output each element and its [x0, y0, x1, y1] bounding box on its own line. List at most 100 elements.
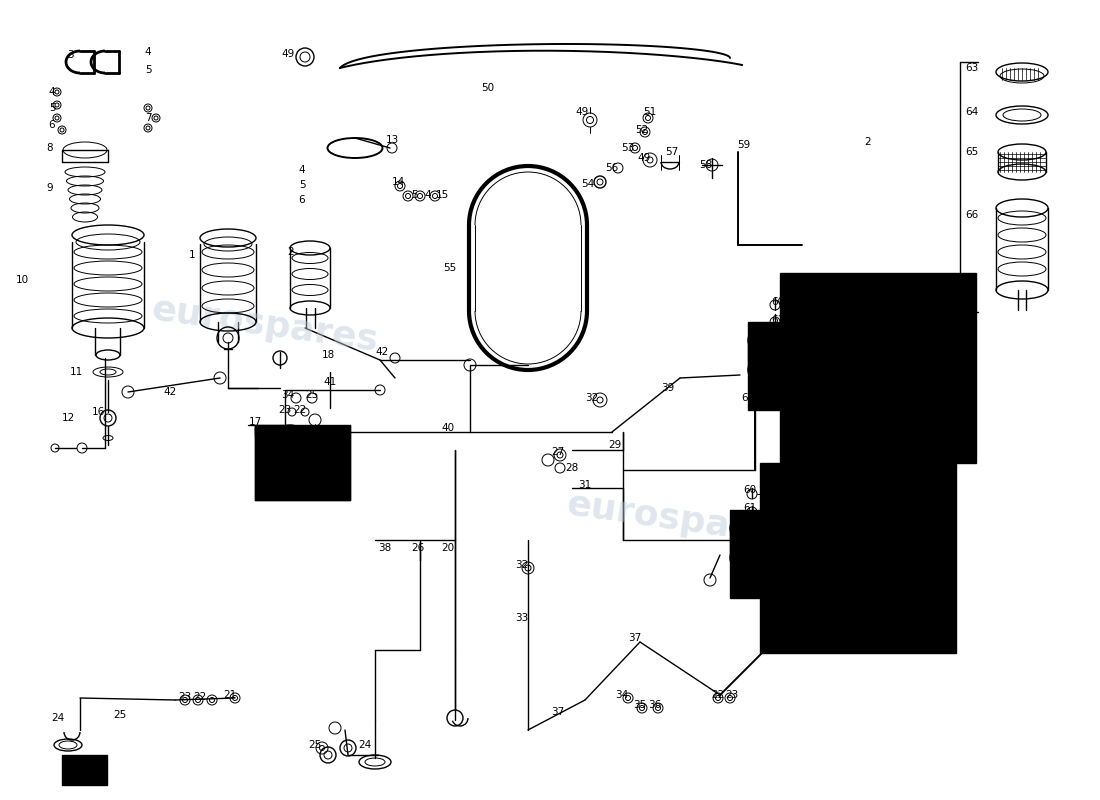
Text: 15: 15 — [436, 190, 449, 200]
Text: 63: 63 — [966, 63, 979, 73]
Text: 33: 33 — [516, 613, 529, 623]
Bar — [62, 755, 107, 785]
Circle shape — [770, 470, 946, 646]
Text: 23: 23 — [725, 690, 738, 700]
Text: 59: 59 — [737, 140, 750, 150]
Bar — [255, 425, 350, 500]
Text: 4: 4 — [425, 190, 431, 200]
Bar — [780, 273, 976, 463]
Text: 41: 41 — [323, 377, 337, 387]
Text: 2: 2 — [865, 137, 871, 147]
Text: 51: 51 — [644, 107, 657, 117]
Text: 37: 37 — [551, 707, 564, 717]
Text: 12: 12 — [62, 413, 75, 423]
Text: 61: 61 — [744, 503, 757, 513]
Text: 62: 62 — [741, 393, 755, 403]
Text: 54: 54 — [582, 179, 595, 189]
Text: 16: 16 — [91, 407, 104, 417]
Text: 42: 42 — [164, 387, 177, 397]
Text: 35: 35 — [634, 700, 647, 710]
Text: 25: 25 — [308, 740, 321, 750]
Text: 19: 19 — [336, 445, 349, 455]
Text: 27: 27 — [551, 447, 564, 457]
Text: 32: 32 — [585, 393, 598, 403]
Text: eurospares: eurospares — [564, 487, 795, 553]
Text: 36: 36 — [648, 700, 661, 710]
Text: 66: 66 — [966, 210, 979, 220]
Text: 25: 25 — [802, 623, 815, 633]
Text: 42: 42 — [375, 347, 388, 357]
Circle shape — [770, 470, 946, 646]
Text: 53: 53 — [621, 143, 635, 153]
Text: 17: 17 — [249, 417, 262, 427]
Bar — [730, 510, 782, 598]
Text: 65: 65 — [966, 147, 979, 157]
Text: 64: 64 — [966, 107, 979, 117]
Text: 56: 56 — [605, 163, 618, 173]
Text: 32: 32 — [516, 560, 529, 570]
Text: 31: 31 — [579, 480, 592, 490]
Text: 4: 4 — [48, 87, 55, 97]
Text: 8: 8 — [46, 143, 53, 153]
Text: 3: 3 — [67, 50, 74, 60]
Text: 4: 4 — [299, 165, 306, 175]
Text: 43: 43 — [732, 563, 745, 573]
Text: 9: 9 — [46, 183, 53, 193]
Text: 22: 22 — [194, 692, 207, 702]
Text: 40: 40 — [441, 423, 454, 433]
Text: 5: 5 — [299, 180, 306, 190]
Text: 10: 10 — [15, 275, 29, 285]
Text: 30: 30 — [935, 313, 948, 323]
Text: 60: 60 — [771, 297, 784, 307]
Text: 6: 6 — [48, 120, 55, 130]
Text: 5: 5 — [48, 103, 55, 113]
Text: 28: 28 — [565, 463, 579, 473]
Text: 61: 61 — [771, 315, 784, 325]
FancyBboxPatch shape — [470, 225, 586, 311]
Text: 4: 4 — [145, 47, 152, 57]
Text: 37: 37 — [628, 633, 641, 643]
Text: 34: 34 — [282, 390, 295, 400]
Text: 52: 52 — [636, 125, 649, 135]
Text: 34: 34 — [615, 690, 628, 700]
Text: 1: 1 — [189, 250, 196, 260]
Text: 7: 7 — [145, 113, 152, 123]
Text: 5: 5 — [411, 190, 418, 200]
Text: 26: 26 — [411, 543, 425, 553]
Text: 44: 44 — [746, 543, 759, 553]
Text: 29: 29 — [608, 440, 622, 450]
Text: 49: 49 — [282, 49, 295, 59]
Text: 18: 18 — [321, 350, 334, 360]
Text: 58: 58 — [700, 160, 713, 170]
Text: 13: 13 — [385, 135, 398, 145]
Text: 24: 24 — [359, 740, 372, 750]
Text: 25: 25 — [113, 710, 127, 720]
Text: 24: 24 — [52, 713, 65, 723]
Text: 23: 23 — [178, 692, 191, 702]
Text: 20: 20 — [441, 543, 454, 553]
Text: 38: 38 — [378, 543, 392, 553]
Text: 22: 22 — [294, 405, 307, 415]
Text: 50: 50 — [482, 83, 495, 93]
Text: 25: 25 — [306, 390, 319, 400]
Text: eurospares: eurospares — [150, 292, 381, 358]
Text: 49: 49 — [637, 153, 650, 163]
Text: 11: 11 — [69, 367, 82, 377]
Text: 55: 55 — [443, 263, 456, 273]
Bar — [760, 463, 956, 653]
Text: 49: 49 — [575, 107, 589, 117]
Text: 22: 22 — [712, 690, 725, 700]
Text: 14: 14 — [392, 177, 405, 187]
Bar — [748, 322, 800, 410]
Text: 6: 6 — [299, 195, 306, 205]
Circle shape — [790, 280, 966, 456]
Text: 39: 39 — [661, 383, 674, 393]
Text: 21: 21 — [223, 690, 236, 700]
Text: 24: 24 — [789, 607, 802, 617]
Text: 23: 23 — [278, 405, 292, 415]
Circle shape — [790, 280, 966, 456]
Text: 57: 57 — [666, 147, 679, 157]
Text: 5: 5 — [145, 65, 152, 75]
Text: 30: 30 — [912, 490, 925, 500]
Text: 2: 2 — [288, 247, 295, 257]
